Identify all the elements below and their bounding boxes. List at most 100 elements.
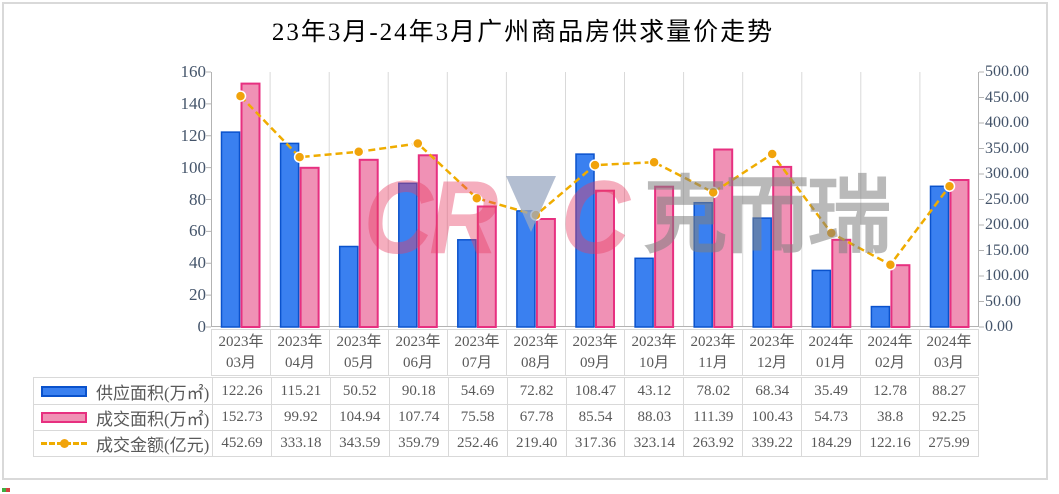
table-value-cell: 100.43 [742, 405, 801, 430]
table-value-cell: 317.36 [565, 431, 625, 456]
table-value-cell: 452.69 [212, 431, 271, 456]
table-value-cell: 275.99 [919, 431, 978, 456]
table-value-cell: 343.59 [329, 431, 389, 456]
bar [299, 166, 320, 328]
table-value-cell: 263.92 [683, 431, 742, 456]
bar [417, 154, 438, 328]
axis-tick-label: 150.00 [985, 241, 1029, 259]
axis-tick-label: 80 [189, 189, 206, 209]
axis-tick-label: 120 [180, 125, 207, 145]
line-marker [884, 258, 897, 271]
x-axis-category: 2023年 06月 [388, 330, 447, 375]
legend-cell: 供应面积(万㎡) [34, 378, 212, 404]
legend-bar-swatch-icon [41, 412, 87, 423]
table-value-cell: 54.73 [801, 405, 860, 430]
x-axis-category: 2023年 12月 [742, 330, 801, 375]
table-value-cell: 122.16 [860, 431, 919, 456]
axis-tick-label: 200.00 [985, 216, 1029, 233]
table-value-cell: 104.94 [329, 405, 389, 430]
bar [240, 82, 261, 328]
table-value-cell: 88.27 [919, 378, 978, 404]
bar [358, 158, 379, 328]
table-value-cell: 184.29 [801, 431, 860, 456]
table-value-cell: 72.82 [506, 378, 566, 404]
axis-tick-label: 160 [180, 62, 207, 81]
axis-tick-label: 450.00 [985, 88, 1029, 106]
x-axis-category: 2024年 03月 [919, 330, 978, 375]
bar [634, 257, 654, 328]
x-axis-category: 2023年 03月 [218, 333, 264, 371]
axis-tick-label: 140 [180, 93, 207, 113]
table-value-cell: 12.78 [860, 378, 919, 404]
line-marker [825, 227, 838, 239]
table-value-cell: 75.58 [447, 405, 507, 430]
legend-bar-swatch-icon [41, 385, 87, 397]
line-marker [766, 148, 778, 160]
legend-label: 成交金额(亿元) [96, 436, 210, 455]
axis-tick-label: 300.00 [985, 165, 1029, 182]
x-axis-category: 2023年 08月 [506, 330, 565, 375]
bar [949, 179, 970, 328]
axis-tick-label: 60 [189, 221, 206, 241]
table-value-cell: 54.69 [447, 378, 507, 404]
axis-tick-label: 500.00 [985, 63, 1029, 80]
table-row: 供应面积(万㎡) 122.26 115.21 50.52 90.18 54.69 72.82… [34, 378, 978, 404]
table-value-cell: 252.46 [447, 431, 507, 456]
plot-area [206, 71, 984, 329]
bar [516, 210, 536, 328]
table-value-cell: 339.22 [742, 431, 801, 456]
bar [890, 264, 911, 328]
legend-label: 成交面积(万㎡) [96, 410, 210, 429]
table-value-cell: 85.54 [565, 405, 625, 430]
bar [752, 217, 772, 328]
bar [772, 165, 793, 329]
x-axis-labels: 2023年 03月 2023年 04月 2023年 05月 2023年 06月 2023年 07月… [211, 329, 979, 376]
line-marker [293, 151, 306, 163]
legend-line-swatch-icon [41, 439, 87, 448]
legend-label: 供应面积(万㎡) [96, 383, 210, 403]
axis-tick-label: 100.00 [985, 267, 1029, 284]
x-axis-category: 2024年 01月 [801, 330, 860, 375]
axis-tick-label: 250.00 [985, 190, 1029, 208]
axis-tick-label: 100 [180, 157, 207, 177]
x-axis-category: 2023年 04月 [270, 330, 329, 375]
bar [713, 148, 734, 328]
axis-tick-label: 350.00 [985, 139, 1029, 157]
x-axis-category: 2023年 10月 [624, 330, 683, 375]
bar [457, 239, 477, 328]
bar [575, 153, 595, 328]
table-value-cell: 92.25 [919, 405, 978, 430]
line-marker [471, 192, 483, 204]
table-value-cell: 219.40 [506, 431, 566, 456]
x-axis-category: 2024年 02月 [860, 330, 919, 375]
table-value-cell: 38.8 [860, 405, 919, 430]
table-value-cell: 67.78 [506, 405, 566, 430]
table-value-cell: 68.34 [742, 378, 801, 404]
bar [811, 269, 832, 328]
bar [476, 205, 497, 328]
bar [929, 185, 950, 328]
bar [831, 238, 852, 328]
axis-tick-label: 0.00 [985, 318, 1013, 335]
line-marker [234, 90, 247, 102]
bar [338, 245, 359, 328]
line-marker [530, 209, 542, 221]
chart-title: 23年3月-24年3月广州商品房供求量价走势 [271, 19, 775, 46]
table-value-cell: 88.03 [624, 405, 683, 430]
bar [535, 218, 556, 328]
legend-cell: 成交面积(万㎡) [34, 405, 212, 430]
bar [398, 182, 418, 328]
x-axis-category: 2023年 07月 [447, 330, 506, 375]
axis-tick-label: 40 [189, 253, 206, 273]
table-value-cell: 43.12 [624, 378, 683, 404]
table-value-cell: 50.52 [329, 378, 389, 404]
legend-cell: 成交金额(亿元) [34, 431, 212, 456]
axis-tick-label: 20 [189, 285, 206, 305]
line-marker [648, 156, 660, 168]
table-value-cell: 78.02 [683, 378, 742, 404]
line-marker [589, 159, 601, 171]
axis-tick-label: 0 [197, 317, 207, 336]
table-value-cell: 90.18 [388, 378, 448, 404]
table-value-cell: 108.47 [565, 378, 625, 404]
table-value-cell: 323.14 [624, 431, 683, 456]
